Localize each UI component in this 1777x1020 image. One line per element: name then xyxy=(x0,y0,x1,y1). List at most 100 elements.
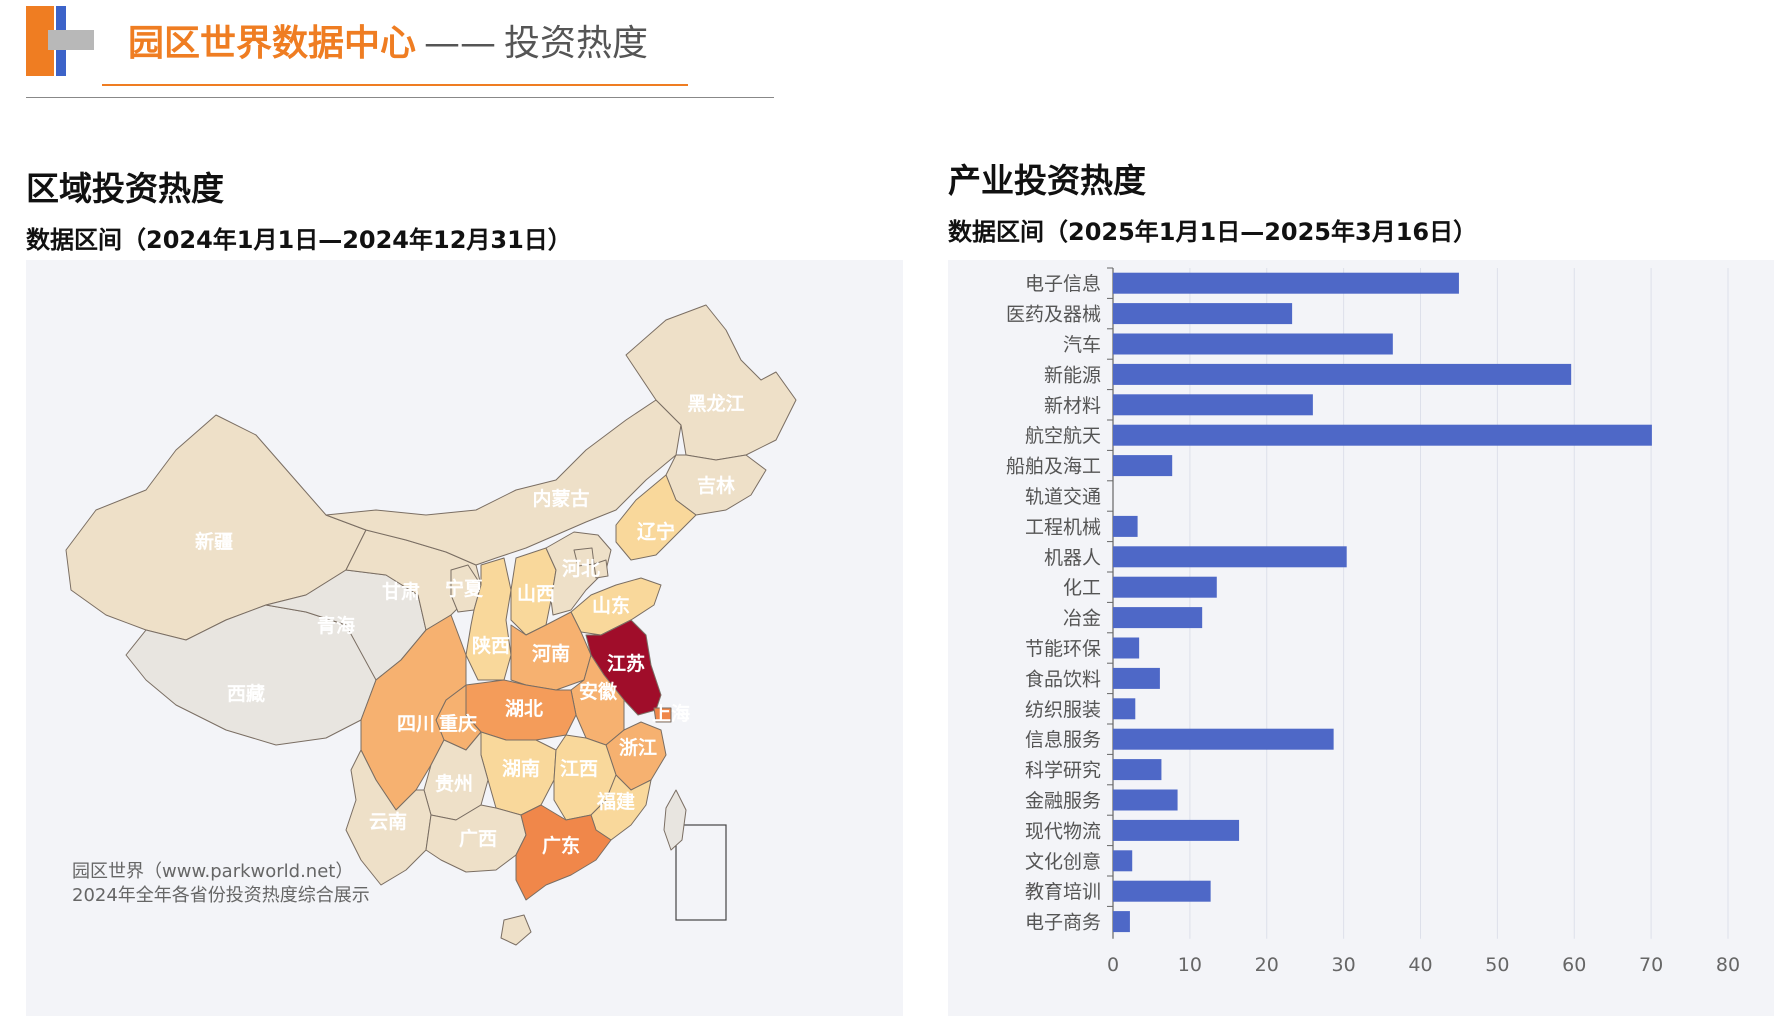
page-title-separator: —— xyxy=(424,23,497,64)
province-云南[interactable] xyxy=(345,749,432,886)
province-台湾[interactable] xyxy=(663,789,687,851)
bar xyxy=(1113,667,1160,689)
category-label: 冶金 xyxy=(1063,608,1101,630)
province-label: 河北 xyxy=(562,558,600,580)
province-山东[interactable] xyxy=(570,577,662,636)
bar xyxy=(1113,576,1217,598)
bar xyxy=(1113,759,1162,781)
category-label: 新材料 xyxy=(1044,395,1101,417)
bar xyxy=(1113,424,1652,446)
province-label: 湖南 xyxy=(502,758,540,780)
province-上海[interactable] xyxy=(653,707,672,723)
map-credit: 园区世界（www.parkworld.net） 2024年全年各省份投资热度综合… xyxy=(72,860,370,908)
province-黑龙江[interactable] xyxy=(625,304,797,461)
province-label: 江苏 xyxy=(607,652,645,675)
province-label: 浙江 xyxy=(619,736,657,759)
x-tick-label: 10 xyxy=(1178,954,1202,976)
category-label: 金融服务 xyxy=(1025,790,1101,812)
province-陕西[interactable] xyxy=(465,557,512,681)
x-tick-label: 80 xyxy=(1716,954,1740,976)
category-label: 船舶及海工 xyxy=(1006,456,1101,478)
category-label: 食品饮料 xyxy=(1025,668,1101,690)
province-label: 陕西 xyxy=(472,634,510,657)
province-label: 黑龙江 xyxy=(687,392,744,415)
province-label: 新疆 xyxy=(195,530,233,553)
x-tick-label: 20 xyxy=(1255,954,1279,976)
province-海南[interactable] xyxy=(500,914,532,946)
province-label: 上海 xyxy=(652,702,690,725)
bar xyxy=(1113,819,1240,841)
category-label: 信息服务 xyxy=(1025,729,1101,751)
province-label: 河南 xyxy=(532,643,570,665)
category-label: 新能源 xyxy=(1044,364,1101,386)
category-label: 纺织服装 xyxy=(1025,699,1101,721)
category-label: 机器人 xyxy=(1044,547,1101,569)
category-label: 文化创意 xyxy=(1025,851,1101,873)
x-tick-label: 0 xyxy=(1107,954,1119,976)
province-label: 贵州 xyxy=(435,773,473,795)
page-title: 园区世界数据中心 —— 投资热度 xyxy=(128,14,648,66)
province-label: 宁夏 xyxy=(445,577,484,600)
province-河北[interactable] xyxy=(545,531,612,616)
category-label: 轨道交通 xyxy=(1025,486,1101,508)
category-label: 节能环保 xyxy=(1025,638,1101,660)
category-label: 工程机械 xyxy=(1025,516,1101,538)
bar xyxy=(1113,880,1211,902)
province-广东[interactable] xyxy=(515,804,612,901)
title-underline xyxy=(102,84,688,86)
x-tick-label: 60 xyxy=(1562,954,1586,976)
category-label: 电子商务 xyxy=(1025,912,1101,934)
category-label: 汽车 xyxy=(1063,334,1101,356)
province-label: 山西 xyxy=(517,583,555,605)
china-heat-map: 新疆 西藏 青海 甘肃 内蒙古 黑龙江 吉林 辽宁 宁夏 陕西 山西 河北 山东 河南 江苏 上海 安徽 湖北 重庆… xyxy=(26,260,903,1016)
bar xyxy=(1113,789,1178,811)
province-label: 云南 xyxy=(369,811,407,833)
province-label: 青海 xyxy=(317,614,355,637)
map-credit-site: 园区世界（www.parkworld.net） xyxy=(72,861,354,882)
bar xyxy=(1113,698,1136,720)
bar-chart-canvas: 电子信息医药及器械汽车新能源新材料航空航天船舶及海工轨道交通工程机械机器人化工冶… xyxy=(1006,267,1740,976)
province-label: 福建 xyxy=(596,790,635,813)
bar xyxy=(1113,546,1347,568)
region-section-title: 区域投资热度 xyxy=(26,169,224,208)
category-label: 现代物流 xyxy=(1025,820,1101,842)
map-credit-desc: 2024年全年各省份投资热度综合展示 xyxy=(72,885,370,906)
province-label: 吉林 xyxy=(697,474,735,497)
x-tick-label: 40 xyxy=(1408,954,1432,976)
bar xyxy=(1113,728,1334,750)
bar xyxy=(1113,515,1138,537)
province-label: 安徽 xyxy=(579,680,618,703)
category-label: 医药及器械 xyxy=(1006,304,1101,326)
category-label: 电子信息 xyxy=(1025,273,1101,295)
province-label: 山东 xyxy=(592,594,630,617)
south-sea-inset xyxy=(675,824,727,921)
province-label: 重庆 xyxy=(439,712,477,735)
bar xyxy=(1113,394,1313,416)
province-辽宁[interactable] xyxy=(615,474,697,561)
x-tick-label: 50 xyxy=(1485,954,1509,976)
logo xyxy=(26,6,94,76)
category-label: 化工 xyxy=(1063,577,1101,599)
bar xyxy=(1113,607,1203,629)
province-label: 湖北 xyxy=(505,698,543,720)
province-福建[interactable] xyxy=(590,774,652,841)
page-title-main: 园区世界数据中心 xyxy=(128,23,417,64)
bar xyxy=(1113,272,1459,294)
bar xyxy=(1113,911,1130,933)
industry-section-title: 产业投资热度 xyxy=(948,161,1146,200)
category-label: 科学研究 xyxy=(1025,760,1101,782)
bar xyxy=(1113,333,1393,355)
province-label: 辽宁 xyxy=(637,520,675,543)
province-label: 广东 xyxy=(542,834,580,857)
province-label: 江西 xyxy=(560,758,598,780)
bar xyxy=(1113,303,1293,325)
province-label: 四川 xyxy=(397,713,435,735)
province-label: 甘肃 xyxy=(382,580,420,603)
province-天津[interactable] xyxy=(593,559,609,579)
province-label: 广西 xyxy=(459,827,497,850)
x-tick-label: 70 xyxy=(1639,954,1663,976)
province-内蒙古[interactable] xyxy=(325,399,682,566)
province-label: 内蒙古 xyxy=(532,487,589,510)
bar xyxy=(1113,455,1173,477)
